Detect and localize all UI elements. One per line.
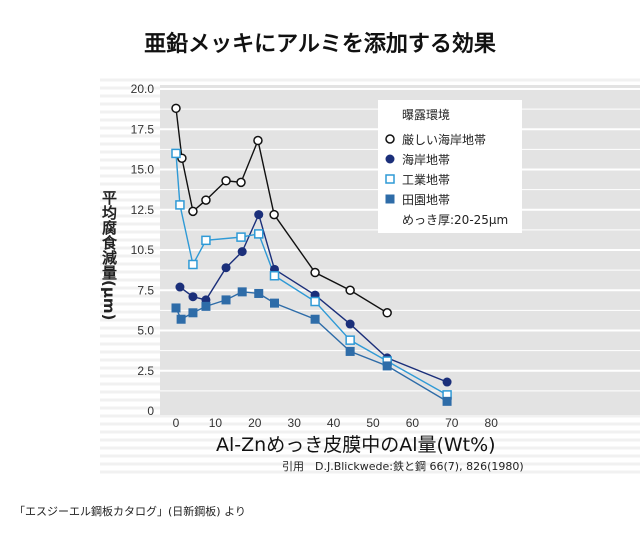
x-tick-label: 40 xyxy=(327,416,341,430)
data-point-s3 xyxy=(237,287,247,297)
x-tick-label: 60 xyxy=(406,416,420,430)
x-tick-label: 0 xyxy=(173,416,180,430)
data-point-s3 xyxy=(254,288,264,298)
data-point-s2 xyxy=(236,232,246,242)
y-axis-label: 平均腐食減量(μm) xyxy=(100,190,118,321)
data-point-s3 xyxy=(345,346,355,356)
data-point-s1 xyxy=(221,263,231,273)
x-tick-label: 70 xyxy=(445,416,459,430)
y-tick-label: 17.5 xyxy=(131,122,155,136)
data-point-s0 xyxy=(171,103,181,114)
data-point-s1 xyxy=(345,319,355,329)
x-tick-label: 80 xyxy=(485,416,499,430)
y-tick-label: 10.5 xyxy=(131,243,155,257)
data-point-s0 xyxy=(221,176,231,186)
data-point-s0 xyxy=(269,209,279,220)
data-point-s3 xyxy=(176,314,186,324)
x-tick-label: 30 xyxy=(288,416,302,430)
x-tick-label: 50 xyxy=(366,416,380,430)
data-point-s2 xyxy=(345,335,355,345)
data-point-s0 xyxy=(188,206,198,217)
y-tick-label: 20.0 xyxy=(131,82,155,96)
data-point-s3 xyxy=(188,308,198,318)
y-tick-label: 12.5 xyxy=(131,203,155,217)
data-point-s3 xyxy=(221,295,231,305)
x-tick-label: 20 xyxy=(248,416,262,430)
data-point-s1 xyxy=(254,210,264,220)
data-point-s0 xyxy=(253,135,263,146)
data-point-s0 xyxy=(310,267,320,278)
data-point-s2 xyxy=(269,271,280,281)
data-point-s2 xyxy=(188,259,198,270)
data-point-s0 xyxy=(201,195,211,205)
legend-entry: 工業地帯 xyxy=(402,173,450,187)
data-point-s1 xyxy=(237,247,247,257)
data-point-s1 xyxy=(175,282,185,292)
data-point-s0 xyxy=(382,308,392,318)
data-point-s3 xyxy=(270,298,279,308)
legend-entry: 田園地帯 xyxy=(402,193,450,207)
legend-marker xyxy=(385,174,395,184)
legend-entry: 海岸地帯 xyxy=(402,152,450,167)
data-point-s1 xyxy=(442,377,452,387)
y-tick-label: 7.5 xyxy=(137,283,154,297)
y-tick-label: 2.5 xyxy=(137,364,154,378)
source-note: 「エスジーエル鋼板カタログ」(日新鋼板) より xyxy=(14,505,246,518)
legend-title: 曝露環境 xyxy=(402,107,450,122)
data-point-s0 xyxy=(236,177,246,188)
data-point-s3 xyxy=(442,396,452,406)
data-point-s2 xyxy=(175,200,185,210)
data-point-s2 xyxy=(171,148,181,159)
data-point-s3 xyxy=(382,361,392,371)
y-tick-label: 5.0 xyxy=(137,324,154,338)
data-point-s2 xyxy=(253,229,264,239)
legend-marker xyxy=(385,154,395,164)
data-point-s2 xyxy=(201,235,211,246)
legend-entry: 厳しい海岸地帯 xyxy=(402,132,486,147)
y-tick-label: 0 xyxy=(147,404,154,418)
legend-note: めっき厚:20-25μm xyxy=(402,213,508,227)
x-axis-label: Al-Znめっき皮膜中のAl量(Wt%) xyxy=(216,434,496,456)
legend-marker xyxy=(385,194,395,204)
legend-marker xyxy=(385,134,395,144)
y-tick-label: 15.0 xyxy=(131,163,155,177)
data-point-s1 xyxy=(188,292,198,302)
legend-box xyxy=(378,100,522,233)
data-point-s3 xyxy=(171,303,181,313)
data-point-s0 xyxy=(345,285,355,295)
data-point-s2 xyxy=(310,296,320,307)
x-tick-label: 10 xyxy=(209,416,223,430)
citation: 引用 D.J.Blickwede:鉄と鋼 66(7), 826(1980) xyxy=(282,460,524,473)
chart-title: 亜鉛メッキにアルミを添加する効果 xyxy=(144,32,496,57)
data-point-s3 xyxy=(310,314,320,324)
data-point-s3 xyxy=(201,301,211,311)
